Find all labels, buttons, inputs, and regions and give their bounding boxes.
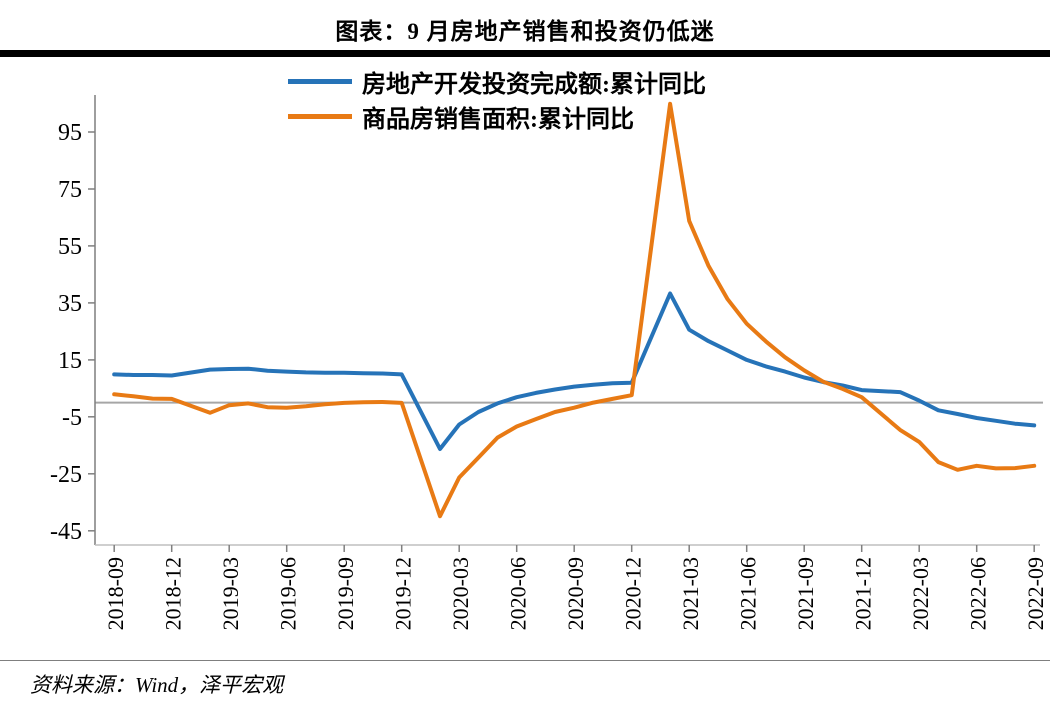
legend-swatch xyxy=(288,114,352,119)
x-tick-label: 2018-09 xyxy=(103,557,128,630)
legend-item: 房地产开发投资完成额:累计同比 xyxy=(288,64,706,99)
legend-item: 商品房销售面积:累计同比 xyxy=(288,99,706,134)
x-tick-label: 2020-12 xyxy=(621,557,646,630)
data-source-note: 资料来源：Wind，泽平宏观 xyxy=(30,673,284,697)
x-tick-label: 2019-12 xyxy=(391,557,416,630)
x-tick-label: 2021-09 xyxy=(793,557,818,630)
y-axis: 95 75 55 35 15 -5 -25 -45 xyxy=(50,95,96,545)
title-divider-bar xyxy=(0,50,1050,57)
footer-divider-line xyxy=(0,660,1050,661)
legend: 房地产开发投资完成额:累计同比 商品房销售面积:累计同比 xyxy=(288,64,706,134)
x-tick-label: 2019-03 xyxy=(218,557,243,630)
y-tick-label: 35 xyxy=(58,291,82,317)
y-tick-label: 75 xyxy=(58,177,82,203)
x-tick-label: 2018-12 xyxy=(161,557,186,630)
x-tick-label: 2020-09 xyxy=(563,557,588,630)
x-tick-label: 2020-06 xyxy=(506,557,531,630)
x-tick-label: 2020-03 xyxy=(448,557,473,630)
legend-label: 商品房销售面积:累计同比 xyxy=(362,107,634,133)
legend-swatch xyxy=(288,79,352,84)
chart-title: 图表：9 月房地产销售和投资仍低迷 xyxy=(335,19,715,44)
y-tick-label: -5 xyxy=(62,405,82,431)
y-tick-label: -25 xyxy=(50,462,82,488)
x-tick-label: 2022-06 xyxy=(966,557,991,630)
x-tick-label: 2021-03 xyxy=(678,557,703,630)
legend-label: 房地产开发投资完成额:累计同比 xyxy=(362,72,706,98)
series-line-1 xyxy=(112,101,1037,519)
series-line-0 xyxy=(112,291,1037,451)
x-tick-label: 2022-09 xyxy=(1023,557,1048,630)
x-tick-label: 2019-06 xyxy=(276,557,301,630)
x-tick-label: 2022-03 xyxy=(908,557,933,630)
y-tick-label: 55 xyxy=(58,234,82,260)
x-tick-label: 2019-09 xyxy=(333,557,358,630)
x-tick-label: 2021-06 xyxy=(736,557,761,630)
x-tick-label: 2021-12 xyxy=(851,557,876,630)
y-tick-label: 15 xyxy=(58,348,82,374)
y-tick-label: 95 xyxy=(58,120,82,146)
y-tick-label: -45 xyxy=(50,519,82,545)
x-axis: 2018-09 2018-12 2019-03 2019-06 2019-09 2019-… xyxy=(95,544,1048,630)
